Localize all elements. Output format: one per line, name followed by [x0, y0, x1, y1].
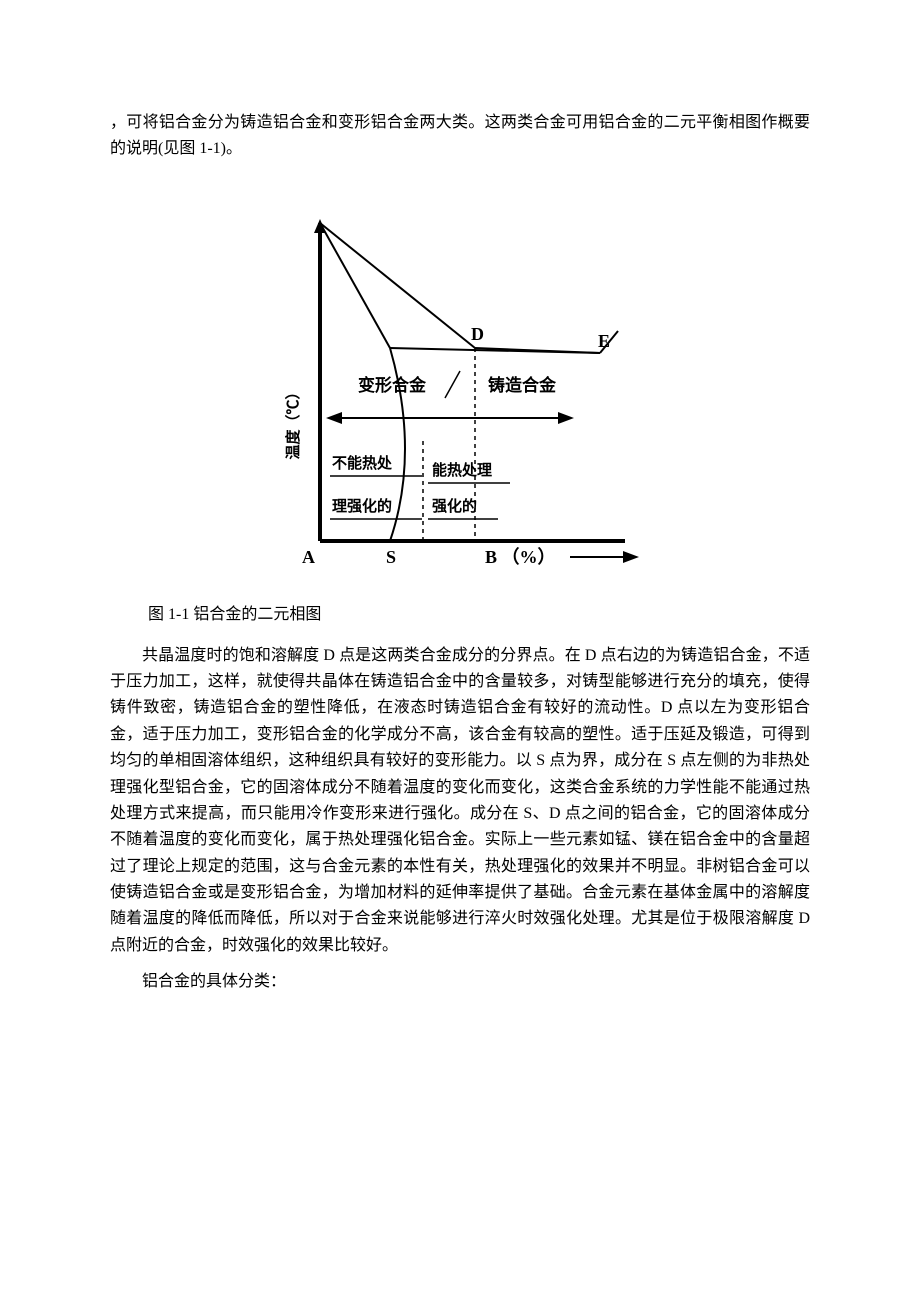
svg-text:D: D [471, 324, 484, 344]
svg-text:B （%）: B （%） [485, 547, 556, 567]
phase-diagram-svg: 变形合金 铸造合金不能热处 能热处理理强化的 强化的 D E A S B （%） 温度（℃） [280, 193, 640, 573]
body-paragraph: 共晶温度时的饱和溶解度 D 点是这两类合金成分的分界点。在 D 点右边的为铸造铝… [110, 643, 810, 960]
svg-text:E: E [598, 331, 610, 351]
classification-heading: 铝合金的具体分类： [110, 969, 810, 995]
svg-text:温度（℃）: 温度（℃） [284, 384, 302, 459]
figure-1-1: 变形合金 铸造合金不能热处 能热处理理强化的 强化的 D E A S B （%） 温度（℃） [110, 193, 810, 582]
svg-text:能热处理: 能热处理 [432, 461, 492, 479]
svg-text:A: A [302, 547, 315, 567]
page: ，可将铝合金分为铸造铝合金和变形铝合金两大类。这两类合金可用铝合金的二元平衡相图… [0, 0, 920, 1302]
svg-text:变形合金: 变形合金 [358, 375, 427, 395]
svg-text:铸造合金: 铸造合金 [488, 375, 557, 395]
svg-text:S: S [386, 547, 396, 567]
svg-text:强化的: 强化的 [432, 497, 477, 515]
figure-caption: 图 1-1 铝合金的二元相图 [148, 602, 810, 628]
svg-text:不能热处: 不能热处 [332, 454, 393, 472]
intro-paragraph: ，可将铝合金分为铸造铝合金和变形铝合金两大类。这两类合金可用铝合金的二元平衡相图… [110, 110, 810, 163]
svg-text:理强化的: 理强化的 [332, 497, 392, 515]
